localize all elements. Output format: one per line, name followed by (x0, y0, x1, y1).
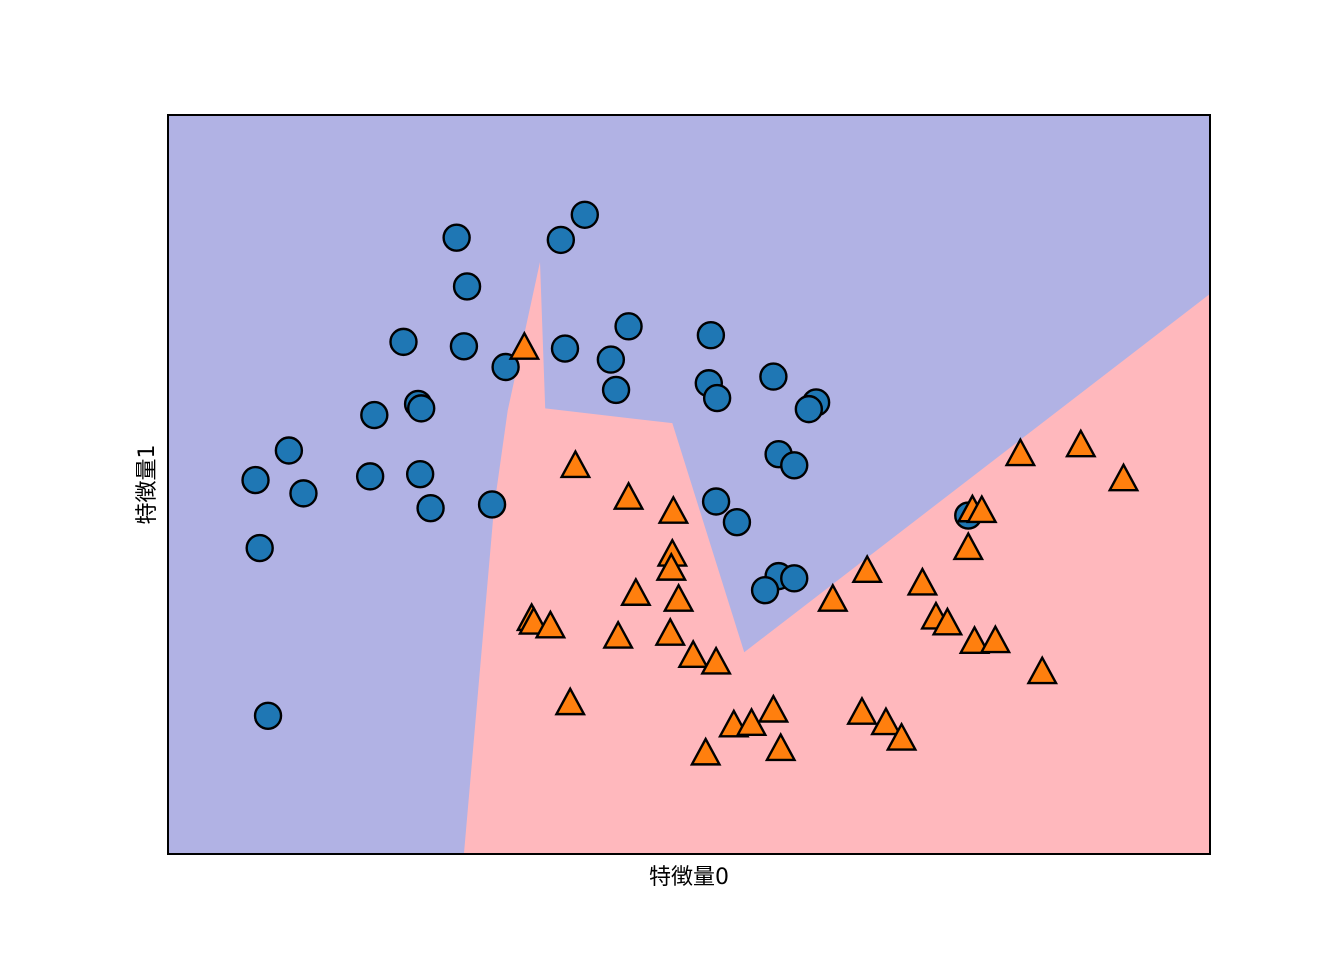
class-0-point (722, 507, 752, 537)
class-1-point (906, 566, 939, 596)
class-1-point (1107, 462, 1140, 492)
class-0-point (614, 312, 643, 341)
class-0-point (416, 493, 445, 523)
class-0-point (389, 327, 418, 357)
class-0-point (696, 321, 726, 350)
class-0-point (780, 451, 809, 480)
class-1-point (764, 732, 797, 762)
class-0-point (407, 394, 436, 423)
class-0-point (491, 352, 520, 382)
class-0-point (477, 490, 507, 519)
class-1-decision-region (463, 262, 1211, 854)
class-0-point (449, 332, 479, 361)
x-axis-label: 特徴量0 (649, 865, 729, 890)
class-0-point (601, 375, 631, 405)
class-0-point (442, 223, 471, 252)
class-1-point (654, 616, 687, 646)
class-1-point (620, 576, 652, 606)
class-1-point (966, 494, 998, 524)
class-0-point (405, 459, 435, 489)
class-0-point (274, 436, 304, 465)
class-1-point (689, 736, 722, 766)
class-0-point (546, 225, 576, 255)
class-0-point (550, 334, 580, 363)
class-1-point (1065, 428, 1097, 458)
class-0-point (570, 200, 599, 229)
class-1-point (757, 693, 790, 723)
class-1-point (1026, 655, 1059, 685)
class-1-point (700, 645, 732, 675)
class-1-point (870, 706, 902, 736)
class-1-point (952, 531, 985, 561)
class-1-points (508, 330, 1140, 766)
class-0-point (759, 362, 788, 391)
class-1-point (508, 330, 541, 360)
class-1-point (662, 582, 695, 612)
class-1-point (817, 582, 849, 612)
class-0-point (452, 272, 482, 301)
class-0-point (253, 701, 283, 731)
class-0-point (702, 383, 732, 413)
class-1-point (559, 449, 592, 479)
class-1-point (931, 606, 964, 636)
class-1-point (534, 609, 567, 639)
class-1-point (602, 619, 634, 649)
class-1-point (655, 551, 688, 581)
class-1-point (554, 686, 587, 716)
class-1-point (517, 605, 550, 635)
class-1-point (979, 624, 1012, 654)
class-0-point (794, 394, 824, 424)
class-0-point (289, 479, 318, 508)
class-0-point (701, 487, 731, 516)
class-0-points (241, 200, 983, 731)
class-1-point (1004, 437, 1037, 467)
plot-area (167, 114, 1211, 855)
class-1-point (958, 624, 991, 654)
class-1-point (885, 721, 918, 751)
class-0-point (360, 400, 389, 430)
class-0-point (780, 564, 809, 593)
class-1-point (612, 480, 645, 510)
class-1-point (846, 695, 878, 725)
class-0-point (355, 462, 385, 491)
class-0-point (241, 465, 270, 495)
y-axis-label: 特徴量1 (135, 445, 160, 525)
class-0-point (750, 575, 780, 605)
class-1-point (677, 638, 709, 669)
class-0-point (596, 345, 626, 374)
axes-frame (167, 114, 1211, 855)
class-1-point (851, 553, 883, 584)
class-1-point (657, 494, 690, 524)
class-0-point (245, 533, 274, 563)
